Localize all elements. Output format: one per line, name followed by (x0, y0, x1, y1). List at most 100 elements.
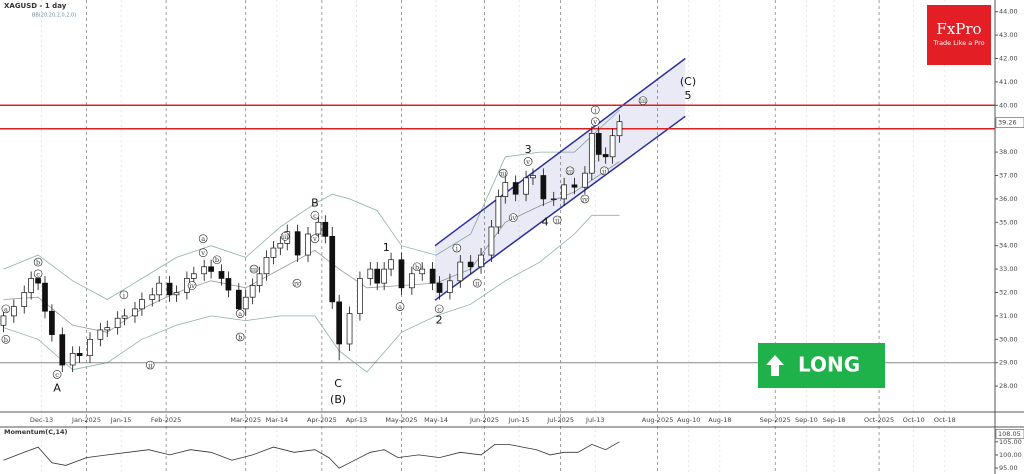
wave-circle (472, 278, 482, 288)
wave-circle (565, 166, 575, 176)
x-tick-label: Jan-15 (110, 416, 132, 424)
candle-body (582, 172, 588, 188)
logo-tagline: Trade Like a Pro (932, 39, 984, 47)
candle-body (256, 273, 263, 286)
x-tick-label: May-2025 (385, 416, 417, 424)
logo-box (927, 5, 991, 65)
candle-body (523, 177, 529, 195)
candle-body (467, 261, 474, 268)
wave-circle (292, 278, 302, 288)
wave-circle (119, 290, 129, 300)
y-tick-label: 36.00 (999, 195, 1018, 203)
price-tag-label: 39.26 (998, 119, 1017, 127)
wave-circle (580, 194, 590, 204)
candle-body (156, 282, 163, 296)
candle-body (132, 308, 138, 317)
band-line (3, 109, 620, 300)
candle-body (374, 268, 381, 284)
y-tick-label: 32.00 (999, 289, 1018, 297)
wave-label: B (311, 197, 319, 210)
x-tick-label: Jun-15 (508, 416, 530, 424)
wave-circle (395, 302, 405, 311)
wave-label: iii (282, 233, 288, 241)
candle-body (398, 259, 405, 289)
wave-label: b (36, 259, 40, 267)
candle-body (208, 266, 214, 272)
wave-circle (498, 168, 508, 178)
candle-body (429, 268, 436, 284)
y-tick-label: 95.00 (999, 464, 1018, 472)
candle-body (305, 233, 311, 256)
candle-body (540, 175, 547, 200)
wave-circle (599, 166, 609, 176)
x-tick-label: Jul-13 (585, 416, 604, 424)
wave-label: 3 (525, 143, 532, 156)
candle-body (588, 133, 595, 174)
x-tick-label: Aug-18 (708, 416, 731, 424)
wave-label: iii (500, 170, 506, 178)
signal-box (758, 343, 885, 388)
wave-circle (145, 360, 155, 370)
indicator-label: BB(20,20,2,0,2,0) (32, 13, 76, 19)
candle-body (201, 266, 208, 275)
y-tick-label: 42.00 (999, 55, 1018, 63)
wave-circle (434, 304, 444, 314)
x-tick-label: Jan-2025 (71, 416, 101, 424)
candle-body (121, 315, 128, 319)
wave-circle (310, 210, 320, 220)
candle-body (21, 292, 28, 307)
candle-body (322, 221, 329, 237)
candle-body (173, 292, 180, 296)
candle-body (502, 182, 509, 197)
candle-body (616, 121, 623, 137)
wave-label: v (312, 235, 317, 243)
x-tick-label: Mar-14 (266, 416, 288, 424)
channel-upper (434, 57, 686, 247)
channel-lower (434, 115, 686, 301)
candle-body (49, 310, 55, 335)
candle-body (10, 306, 17, 317)
x-tick-label: Oct-18 (934, 416, 956, 424)
wave-circle (523, 157, 533, 166)
candle-body (0, 315, 7, 326)
wave-label: ii (148, 362, 152, 370)
wave-label: iv (582, 195, 588, 203)
momentum-line (3, 441, 620, 469)
y-tick-label: 29.00 (999, 359, 1018, 367)
candle-body (609, 135, 616, 158)
y-tick-label: 105.00 (999, 438, 1022, 446)
wave-label: i (456, 245, 458, 253)
wave-circle (198, 248, 208, 258)
logo-name: FxPro (936, 20, 981, 38)
wave-label: A (53, 381, 61, 394)
wave-label: ii (602, 167, 606, 175)
candle-body (87, 338, 93, 357)
candle-body (478, 254, 484, 268)
wave-label: iii (640, 97, 646, 105)
wave-label: 4 (542, 215, 549, 228)
candle-body (329, 235, 336, 303)
y-tick-label: 41.00 (999, 78, 1018, 86)
y-tick-label: 28.00 (999, 382, 1018, 390)
candle-body (561, 184, 567, 200)
wave-circle (235, 309, 245, 318)
wave-label: iv (294, 280, 300, 288)
wave-label: (C) (680, 75, 696, 88)
candle-body (294, 231, 301, 256)
candle-body (602, 154, 609, 158)
x-tick-label: Mar-2025 (230, 416, 261, 424)
chart-title: XAGUSD - 1 day (4, 2, 67, 10)
candle-body (447, 280, 453, 293)
wave-circle (212, 255, 222, 265)
candle-body (457, 261, 464, 282)
candle-body (408, 273, 415, 289)
candle-body (69, 352, 76, 366)
momentum-title: Momentum(C,14) (4, 428, 68, 436)
candle-body (218, 271, 225, 279)
wave-circle (508, 213, 518, 222)
candle-body (242, 296, 249, 310)
candle-body (166, 282, 173, 296)
wave-label: ii (555, 216, 559, 224)
wave-circle (1, 304, 11, 314)
wave-label: b (215, 256, 219, 264)
